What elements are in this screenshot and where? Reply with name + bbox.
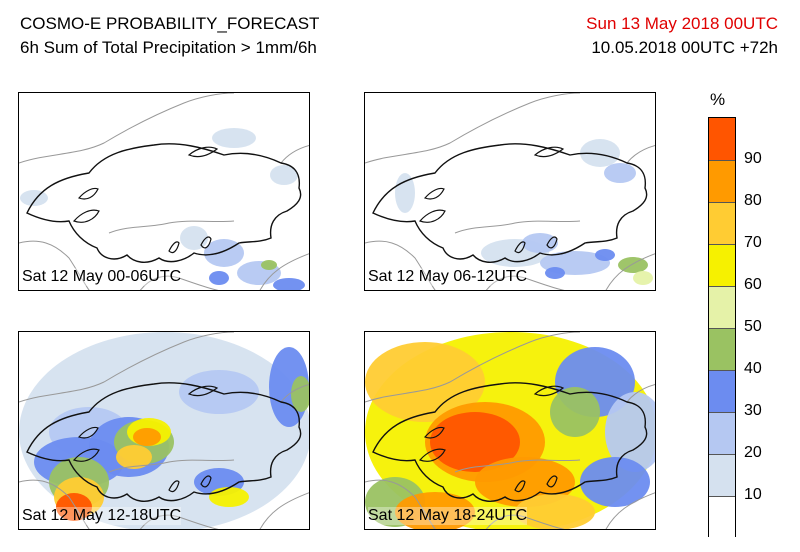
colorbar-swatch [709, 202, 735, 244]
colorbar-tick-label: 20 [744, 444, 762, 461]
precip-map-1 [19, 93, 309, 290]
colorbar-swatch [709, 118, 735, 160]
panel-label-1: Sat 12 May 00-06UTC [22, 268, 182, 286]
colorbar-tick-label: 70 [744, 234, 762, 251]
colorbar-tick-label: 90 [744, 150, 762, 167]
precip-map-2 [365, 93, 655, 290]
colorbar-swatch [709, 328, 735, 370]
colorbar-tick-label: 60 [744, 276, 762, 293]
colorbar-tick-label: 40 [744, 360, 762, 377]
colorbar-swatch [709, 454, 735, 496]
map-panel-2: Sat 12 May 06-12UTC [364, 92, 656, 291]
colorbar-swatch [709, 286, 735, 328]
colorbar-tick-label: 10 [744, 486, 762, 503]
colorbar-swatch [709, 496, 735, 538]
valid-date: Sun 13 May 2018 00UTC [586, 14, 778, 33]
panel-label-4: Sat 12 May 18-24UTC [368, 507, 528, 525]
precip-map-4 [365, 332, 655, 529]
colorbar-tick-label: 80 [744, 192, 762, 209]
panel-label-2: Sat 12 May 06-12UTC [368, 268, 528, 286]
colorbar-swatch [709, 370, 735, 412]
run-info: 10.05.2018 00UTC +72h [591, 38, 778, 57]
colorbar-swatch [709, 412, 735, 454]
colorbar-tick-label: 30 [744, 402, 762, 419]
legend-unit: % [710, 90, 726, 109]
map-panel-4: Sat 12 May 18-24UTC [364, 331, 656, 530]
colorbar-swatch [709, 244, 735, 286]
precip-map-3 [19, 332, 309, 529]
map-subtitle: 6h Sum of Total Precipitation > 1mm/6h [20, 38, 317, 57]
map-title: COSMO-E PROBABILITY_FORECAST [20, 14, 320, 33]
colorbar-swatch [709, 160, 735, 202]
map-panel-3: Sat 12 May 12-18UTC [18, 331, 310, 530]
panel-label-3: Sat 12 May 12-18UTC [22, 507, 182, 525]
probability-colorbar [708, 117, 736, 538]
colorbar-tick-label: 50 [744, 318, 762, 335]
map-panel-1: Sat 12 May 00-06UTC [18, 92, 310, 291]
